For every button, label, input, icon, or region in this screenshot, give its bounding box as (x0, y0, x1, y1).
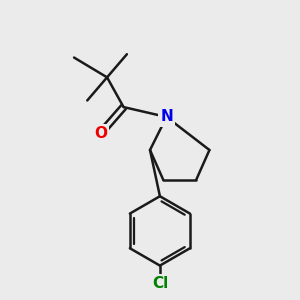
Text: N: N (160, 110, 173, 124)
Text: Cl: Cl (152, 276, 168, 291)
Text: O: O (94, 126, 107, 141)
